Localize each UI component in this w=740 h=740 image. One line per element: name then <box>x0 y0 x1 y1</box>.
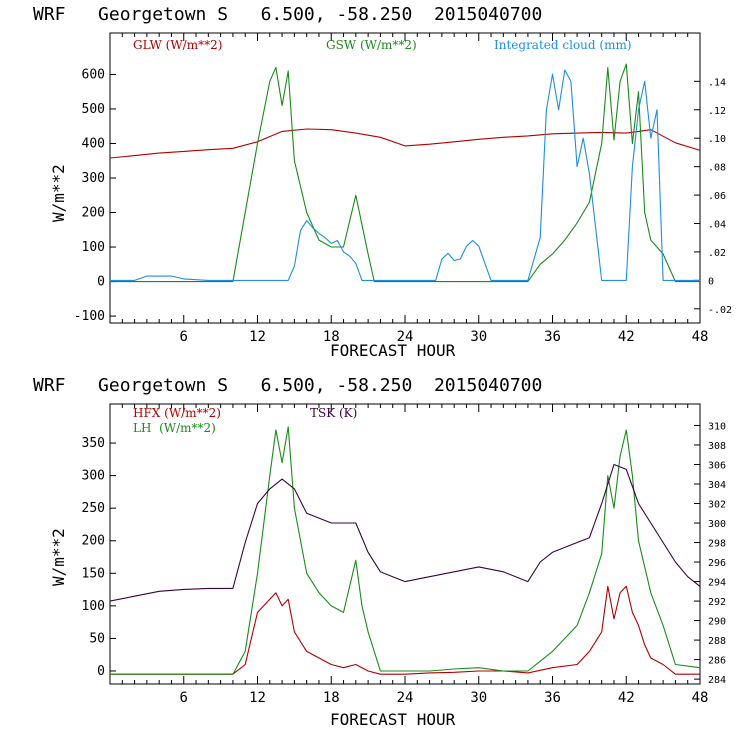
top-x-axis-label: FORECAST HOUR <box>330 341 456 360</box>
bottom-x-tick-label: 30 <box>470 690 487 706</box>
bottom-y-tick-label: 100 <box>82 599 105 614</box>
bottom-y2-tick-label: 288 <box>708 636 726 647</box>
bottom-y-tick-label: 200 <box>82 534 105 549</box>
top-y-axis-label: W/m**2 <box>49 164 68 222</box>
bottom-y2-tick-label: 304 <box>708 480 726 491</box>
bottom-series-group <box>109 426 701 675</box>
top-x-tick-label: 12 <box>249 329 266 345</box>
top-y2-tick-label: 0 <box>708 276 714 287</box>
legend-gsw: GSW (W/m**2) <box>326 38 417 52</box>
bottom-y2-tick-label: 306 <box>708 460 726 471</box>
bottom-x-tick-label: 48 <box>692 690 709 706</box>
top-y2-tick-label: .12 <box>708 106 726 117</box>
top-series-gsw <box>110 63 700 283</box>
top-series-group <box>109 63 701 283</box>
legend-glw: GLW (W/m**2) <box>133 38 222 52</box>
top-y-tick-label: 600 <box>82 67 105 82</box>
bottom-y2-tick-label: 294 <box>708 578 726 589</box>
bottom-y2-tick-label: 292 <box>708 597 726 608</box>
bottom-y-tick-label: 50 <box>89 631 105 646</box>
bottom-y2-tick-label: 310 <box>708 421 726 432</box>
bottom-y2-tick-label: 290 <box>708 617 726 628</box>
legend-lh: LH (W/m**2) <box>133 421 216 435</box>
bottom-chart-title: WRF Georgetown S 6.500, -58.250 20150407… <box>33 375 542 396</box>
bottom-x-tick-label: 24 <box>397 690 414 706</box>
top-x-tick-label: 18 <box>323 329 340 345</box>
bottom-plot-frame <box>109 403 701 685</box>
top-y2-tick-label: .08 <box>708 163 726 174</box>
bottom-y2-tick-label: 284 <box>708 675 726 686</box>
legend-integrated-cloud: Integrated cloud (mm) <box>494 38 632 52</box>
bottom-x-tick-label: 42 <box>618 690 635 706</box>
top-y2-tick-label: .02 <box>708 248 726 259</box>
bottom-series-hfx <box>110 585 700 675</box>
bottom-x-tick-label: 36 <box>544 690 561 706</box>
top-x-axis: 6 12 18 24 30 36 42 48 <box>121 33 709 345</box>
bottom-y2-tick-label: 286 <box>708 656 726 667</box>
top-x-tick-label: 36 <box>544 329 561 345</box>
bottom-series-lh <box>110 426 701 675</box>
top-x-tick-label: 42 <box>618 329 635 345</box>
bottom-y-tick-label: 350 <box>82 436 105 451</box>
legend-tsk: TSK (K) <box>310 406 357 420</box>
bottom-x-tick-label: 12 <box>249 690 266 706</box>
bottom-chart: WRF Georgetown S 6.500, -58.250 20150407… <box>33 375 726 729</box>
bottom-y-tick-label: 0 <box>97 664 105 679</box>
top-y-tick-label: 500 <box>82 102 105 117</box>
top-y2-tick-label: -.02 <box>708 305 732 316</box>
bottom-y2-tick-label: 308 <box>708 441 726 452</box>
bottom-y2-tick-label: 300 <box>708 519 726 530</box>
top-y2-tick-label: .10 <box>708 134 726 145</box>
bottom-right-axis: 284 286 288 290 292 294 296 298 300 302 304 306 308 3… <box>694 421 726 686</box>
top-series-integrated <box>110 69 700 281</box>
bottom-y-axis-label: W/m**2 <box>49 528 68 586</box>
top-y-tick-label: -100 <box>74 309 105 324</box>
bottom-y2-tick-label: 298 <box>708 539 726 550</box>
bottom-y2-tick-label: 296 <box>708 558 726 569</box>
bottom-y-tick-label: 300 <box>82 469 105 484</box>
top-y-tick-label: 300 <box>82 171 105 186</box>
top-y2-tick-label: .04 <box>708 219 726 230</box>
bottom-y-tick-label: 150 <box>82 566 105 581</box>
bottom-y2-tick-label: 302 <box>708 500 726 511</box>
bottom-x-axis: 6 12 18 24 30 36 42 48 <box>121 404 709 706</box>
top-chart-title: WRF Georgetown S 6.500, -58.250 20150407… <box>33 4 542 25</box>
top-left-axis: -100 0 100 200 300 400 500 600 <box>74 67 116 324</box>
top-x-tick-label: 30 <box>470 329 487 345</box>
legend-hfx: HFX (W/m**2) <box>133 406 221 420</box>
top-y-tick-label: 0 <box>97 275 105 290</box>
top-y-tick-label: 100 <box>82 240 105 255</box>
top-x-tick-label: 24 <box>397 329 414 345</box>
top-y-tick-label: 200 <box>82 206 105 221</box>
top-y2-tick-label: .14 <box>708 77 726 88</box>
bottom-x-tick-label: 18 <box>323 690 340 706</box>
bottom-x-axis-label: FORECAST HOUR <box>330 710 456 729</box>
top-series-glw <box>109 128 701 159</box>
top-y2-tick-label: .06 <box>708 191 726 202</box>
top-x-tick-label: 6 <box>180 329 188 345</box>
bottom-series-tsk <box>109 463 701 602</box>
bottom-y-tick-label: 250 <box>82 501 105 516</box>
bottom-x-tick-label: 6 <box>180 690 188 706</box>
top-y-tick-label: 400 <box>82 136 105 151</box>
top-x-tick-label: 48 <box>692 329 709 345</box>
top-chart: WRF Georgetown S 6.500, -58.250 20150407… <box>33 4 732 360</box>
bottom-left-axis: 0 50 100 150 200 250 300 350 <box>82 436 116 679</box>
